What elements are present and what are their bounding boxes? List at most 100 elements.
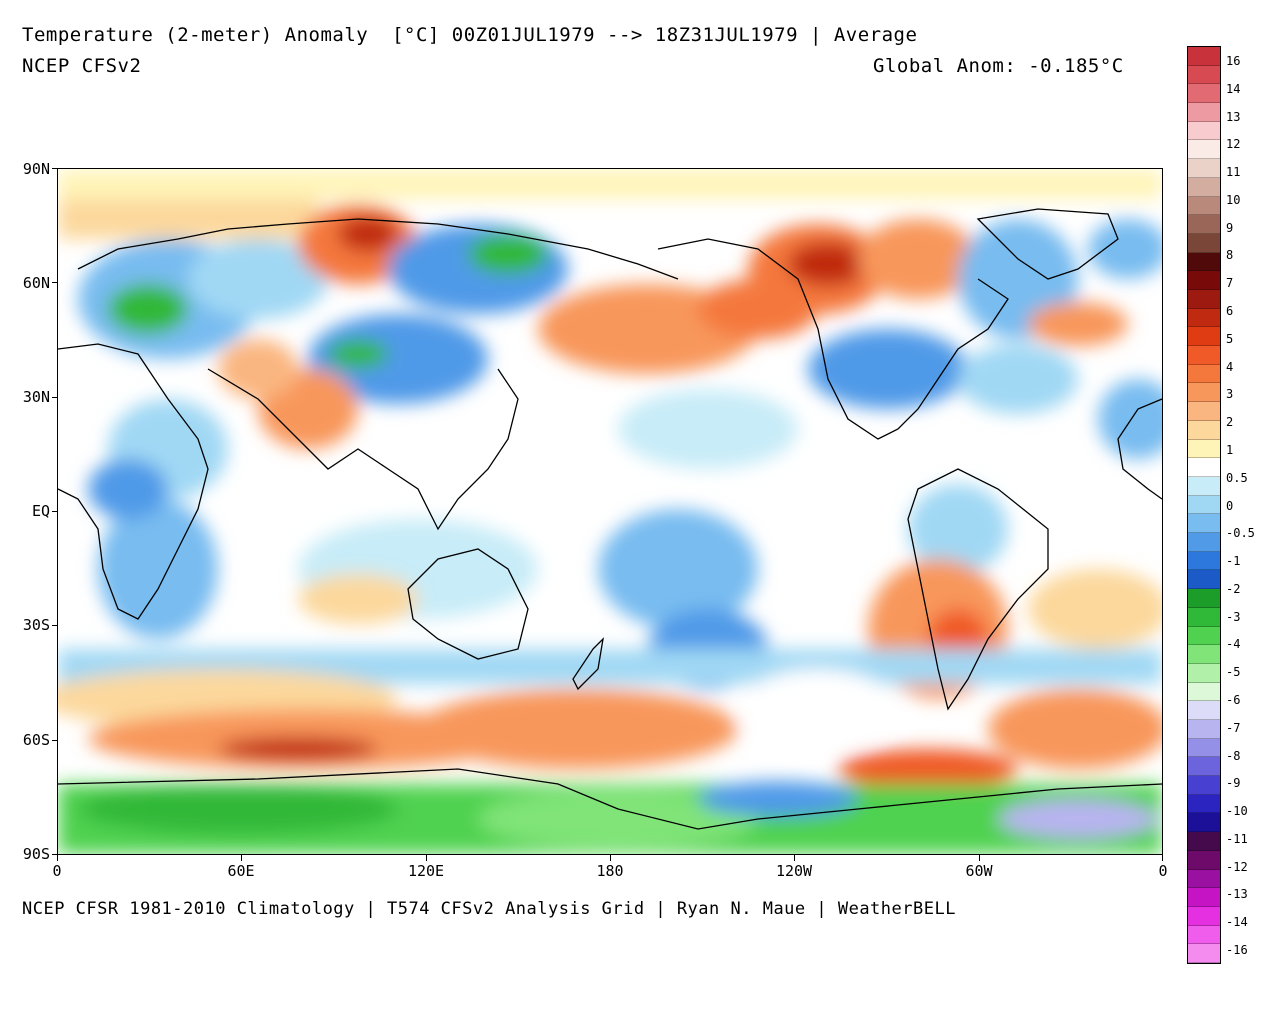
- color-scale-label: 14: [1226, 81, 1241, 96]
- color-scale-cell: [1188, 215, 1220, 234]
- color-scale-cell: [1188, 925, 1220, 945]
- lon-label-60w: 60W: [965, 862, 993, 880]
- color-scale-label: -16: [1226, 943, 1248, 957]
- lat-label-eq: EQ: [31, 502, 50, 520]
- color-scale-cell: [1188, 439, 1220, 459]
- color-scale-cell: [1188, 888, 1220, 907]
- color-scale-cell: [1188, 121, 1220, 141]
- color-scale-cell: [1188, 645, 1220, 664]
- color-scale-label: 3: [1226, 387, 1234, 402]
- color-scale-cell: [1188, 233, 1220, 253]
- color-scale-label: 5: [1226, 331, 1234, 346]
- color-scale-cell: [1188, 65, 1220, 85]
- lat-label-60s: 60S: [22, 731, 50, 749]
- color-scale-label: 6: [1226, 304, 1234, 319]
- color-scale-label: -13: [1226, 887, 1248, 902]
- lat-label-60n: 60N: [22, 274, 50, 292]
- color-scale-cell: [1188, 476, 1220, 496]
- color-scale-label: -8: [1226, 748, 1241, 763]
- lon-label-120w: 120W: [775, 862, 813, 880]
- color-scale-label: 7: [1226, 276, 1234, 291]
- color-scale-cell: [1188, 701, 1220, 720]
- color-scale-label: -1: [1226, 554, 1241, 569]
- color-scale-label: 8: [1226, 248, 1234, 263]
- color-scale-label: 16: [1226, 54, 1241, 68]
- lat-label-90s: 90S: [22, 845, 50, 863]
- color-scale-cell: [1188, 570, 1220, 590]
- color-scale-label: -0.5: [1226, 526, 1255, 541]
- coastlines: [58, 208, 1162, 830]
- color-scale-cell: [1188, 458, 1220, 477]
- color-scale-label: -6: [1226, 692, 1241, 707]
- color-scale-cell: [1188, 383, 1220, 403]
- color-scale-label: 1: [1226, 442, 1234, 457]
- color-scale-label: 9: [1226, 220, 1234, 235]
- color-scale-cell: [1188, 47, 1220, 66]
- model-label: NCEP CFSv2: [22, 55, 142, 77]
- color-scale-cell: [1188, 140, 1220, 160]
- lon-label-120e: 120E: [407, 862, 445, 880]
- color-scale-cell: [1188, 850, 1220, 870]
- color-scale-cell: [1188, 757, 1220, 777]
- color-scale-cell: [1188, 514, 1220, 534]
- color-scale-label: -10: [1226, 804, 1248, 819]
- color-scale-cell: [1188, 177, 1220, 197]
- color-scale-cell: [1188, 869, 1220, 889]
- global-anomaly-value: Global Anom: -0.185°C: [873, 55, 1124, 77]
- color-scale-cell: [1188, 159, 1220, 178]
- color-scale-cell: [1188, 290, 1220, 309]
- color-scale-label: 0.5: [1226, 470, 1248, 485]
- color-scale-cell: [1188, 813, 1220, 833]
- color-scale-cell: [1188, 626, 1220, 646]
- lon-label-60e: 60E: [227, 862, 255, 880]
- color-scale-cell: [1188, 663, 1220, 683]
- color-scale-cell: [1188, 738, 1220, 758]
- color-scale-cell: [1188, 346, 1220, 365]
- color-scale-cell: [1188, 589, 1220, 608]
- color-scale-label: 13: [1226, 109, 1241, 124]
- color-scale-cell: [1188, 420, 1220, 440]
- color-scale-label: 2: [1226, 415, 1234, 430]
- anomaly-field: [58, 169, 1162, 854]
- color-scale-cell: [1188, 196, 1220, 216]
- color-scale-label: -3: [1226, 609, 1241, 624]
- color-scale-cell: [1188, 682, 1220, 702]
- color-scale-label: 10: [1226, 192, 1241, 207]
- lon-label-180: 180: [596, 862, 624, 880]
- lat-label-30n: 30N: [22, 388, 50, 406]
- color-scale-label: 4: [1226, 359, 1234, 374]
- color-scale-label: -7: [1226, 720, 1241, 735]
- color-scale-cell: [1188, 906, 1220, 926]
- color-scale-label: -14: [1226, 915, 1248, 930]
- color-scale-cell: [1188, 719, 1220, 739]
- color-scale-cell: [1188, 794, 1220, 814]
- color-scale-label: -4: [1226, 637, 1241, 652]
- lat-label-30s: 30S: [22, 616, 50, 634]
- color-scale-cell: [1188, 776, 1220, 795]
- color-scale-cell: [1188, 495, 1220, 515]
- color-scale-cell: [1188, 271, 1220, 290]
- anomaly-map: [57, 168, 1163, 855]
- color-scale-cell: [1188, 533, 1220, 552]
- map-title: Temperature (2-meter) Anomaly [°C] 00Z01…: [22, 24, 918, 46]
- color-scale-label: -5: [1226, 665, 1241, 680]
- color-scale-label: 0: [1226, 498, 1234, 513]
- color-scale-cell: [1188, 364, 1220, 384]
- color-scale-cell: [1188, 832, 1220, 851]
- color-scale-label: 12: [1226, 137, 1241, 152]
- color-scale-label: -11: [1226, 831, 1248, 846]
- color-scale-cell: [1188, 607, 1220, 627]
- color-scale-cell: [1188, 84, 1220, 104]
- color-scale-cell: [1188, 308, 1220, 328]
- color-scale-cell: [1188, 252, 1220, 272]
- color-scale-cell: [1188, 103, 1220, 122]
- credit-line: NCEP CFSR 1981-2010 Climatology | T574 C…: [22, 899, 956, 919]
- color-scale-cell: [1188, 944, 1220, 963]
- color-scale-label: -2: [1226, 581, 1241, 596]
- color-scale-label: -12: [1226, 859, 1248, 874]
- color-scale-label: -9: [1226, 776, 1241, 791]
- color-scale-bar: [1187, 46, 1221, 964]
- color-scale-cell: [1188, 551, 1220, 571]
- lat-label-90n: 90N: [22, 160, 50, 178]
- lon-label-0-right: 0: [1158, 862, 1168, 880]
